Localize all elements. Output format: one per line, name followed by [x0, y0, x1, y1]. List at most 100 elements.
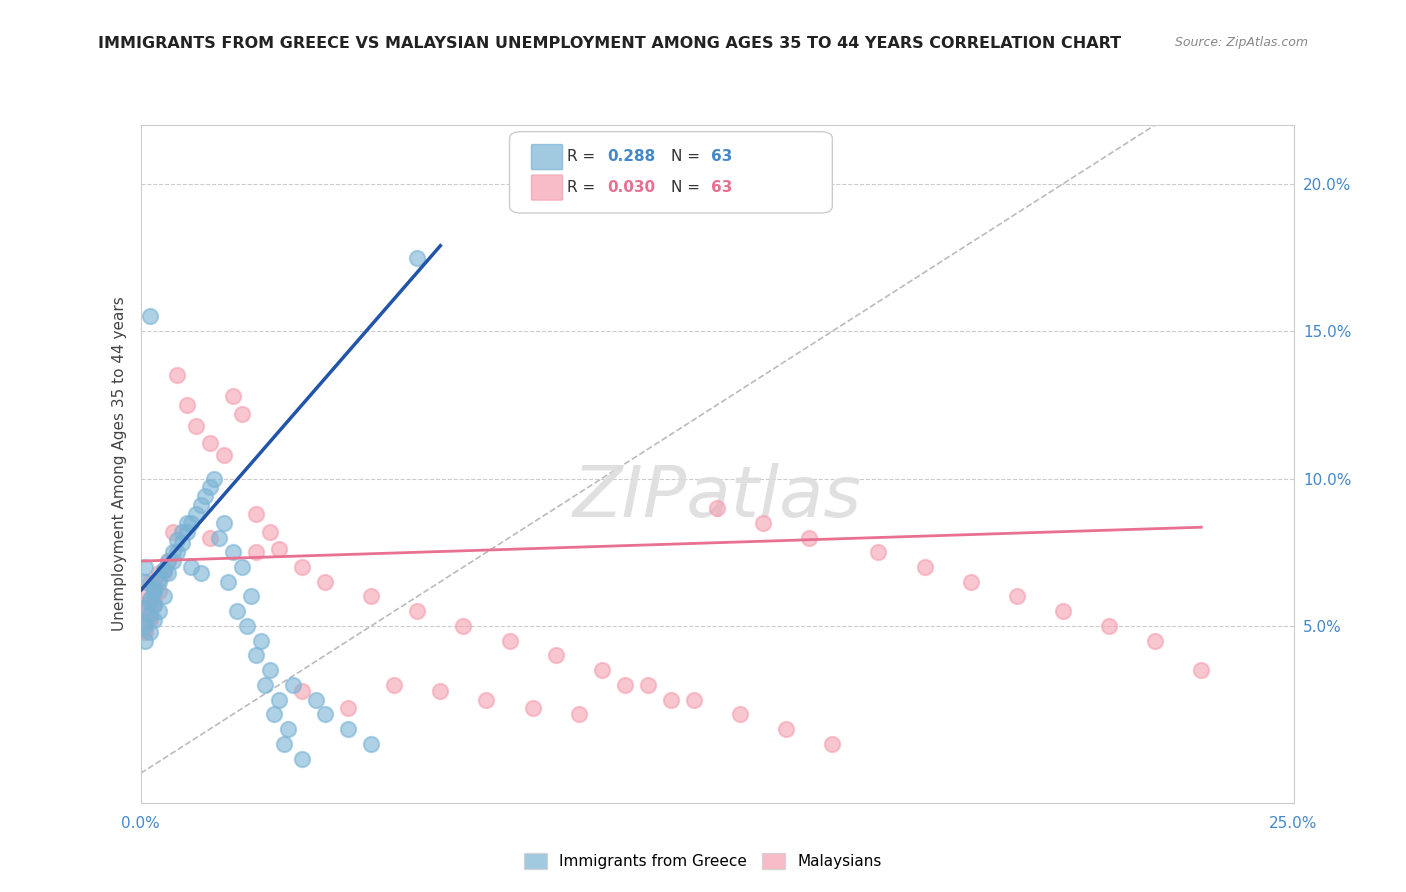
Point: [360, 737, 382, 751]
Point: [148, 604, 170, 618]
Text: 25.0%: 25.0%: [1270, 816, 1317, 830]
Point: [752, 516, 775, 530]
Text: N =: N =: [671, 149, 704, 164]
Point: [522, 701, 544, 715]
Point: [134, 574, 156, 589]
Point: [143, 581, 166, 595]
Point: [148, 572, 170, 586]
Point: [544, 648, 567, 663]
Point: [914, 560, 936, 574]
Text: 0.030: 0.030: [607, 180, 655, 195]
Point: [152, 563, 174, 577]
Point: [222, 389, 245, 403]
Point: [245, 507, 267, 521]
Point: [568, 707, 591, 722]
Point: [134, 624, 156, 639]
Point: [194, 489, 217, 503]
Point: [143, 595, 166, 609]
Point: [1189, 663, 1212, 677]
Point: [1052, 604, 1074, 618]
Point: [143, 577, 166, 591]
Point: [235, 619, 257, 633]
Text: R =: R =: [567, 149, 600, 164]
Point: [659, 692, 682, 706]
Point: [134, 604, 156, 618]
Point: [259, 663, 281, 677]
Point: [291, 560, 314, 574]
Point: [143, 581, 166, 595]
Point: [267, 692, 290, 706]
Point: [231, 407, 253, 421]
Point: [157, 554, 180, 568]
Point: [176, 398, 198, 412]
Point: [139, 624, 162, 639]
Point: [190, 498, 212, 512]
Text: N =: N =: [671, 180, 704, 195]
Point: [212, 516, 235, 530]
Point: [152, 563, 174, 577]
Y-axis label: Unemployment Among Ages 35 to 44 years: Unemployment Among Ages 35 to 44 years: [111, 296, 127, 632]
Point: [498, 633, 520, 648]
Point: [314, 574, 336, 589]
Point: [217, 574, 239, 589]
Point: [157, 566, 180, 580]
Point: [139, 574, 162, 589]
Point: [139, 613, 162, 627]
Point: [263, 707, 285, 722]
Point: [184, 507, 207, 521]
Point: [152, 566, 174, 580]
Point: [613, 678, 636, 692]
Point: [277, 722, 299, 736]
Point: [139, 592, 162, 607]
Point: [148, 574, 170, 589]
Point: [134, 560, 156, 574]
Point: [143, 613, 166, 627]
FancyBboxPatch shape: [509, 132, 832, 213]
Point: [475, 692, 498, 706]
Point: [1098, 619, 1121, 633]
Point: [775, 722, 797, 736]
Point: [134, 633, 156, 648]
Point: [868, 545, 890, 559]
Point: [166, 545, 188, 559]
Point: [134, 615, 156, 630]
Point: [134, 619, 156, 633]
Point: [198, 480, 221, 494]
Point: [453, 619, 475, 633]
Text: Source: ZipAtlas.com: Source: ZipAtlas.com: [1174, 36, 1308, 49]
Point: [1144, 633, 1167, 648]
Point: [429, 683, 451, 698]
Point: [208, 531, 231, 545]
Point: [162, 524, 184, 539]
Point: [245, 648, 267, 663]
Point: [728, 707, 751, 722]
Point: [291, 683, 314, 698]
Point: [139, 607, 162, 622]
Point: [143, 583, 166, 598]
Point: [139, 310, 162, 324]
Text: IMMIGRANTS FROM GREECE VS MALAYSIAN UNEMPLOYMENT AMONG AGES 35 TO 44 YEARS CORRE: IMMIGRANTS FROM GREECE VS MALAYSIAN UNEM…: [98, 36, 1122, 51]
Point: [337, 722, 360, 736]
Point: [245, 545, 267, 559]
Point: [134, 622, 156, 636]
FancyBboxPatch shape: [531, 145, 562, 169]
Text: 63: 63: [711, 149, 733, 164]
Point: [637, 678, 659, 692]
Point: [267, 542, 290, 557]
Point: [172, 536, 194, 550]
Point: [162, 554, 184, 568]
Point: [222, 545, 245, 559]
Point: [180, 516, 202, 530]
Point: [305, 692, 328, 706]
Point: [406, 251, 429, 265]
Point: [198, 436, 221, 450]
Point: [198, 531, 221, 545]
Point: [212, 448, 235, 462]
Point: [176, 516, 198, 530]
Point: [382, 678, 405, 692]
Point: [139, 592, 162, 607]
Point: [799, 531, 821, 545]
Point: [166, 533, 188, 548]
Point: [152, 590, 174, 604]
Point: [143, 599, 166, 613]
